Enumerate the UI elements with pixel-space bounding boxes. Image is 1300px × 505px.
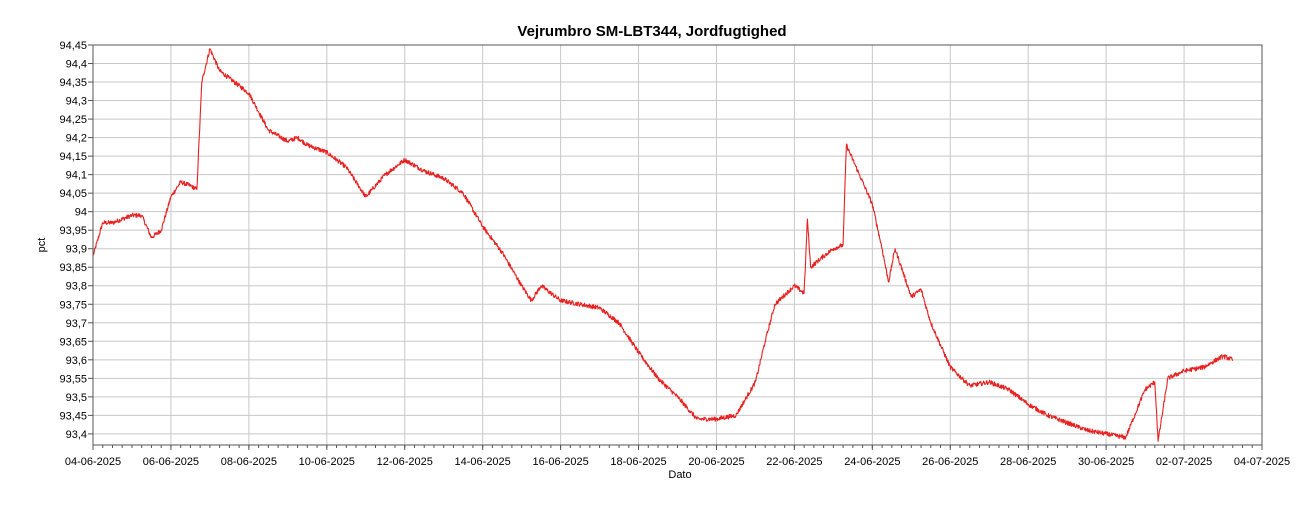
- x-tick-label: 12-06-2025: [377, 456, 433, 468]
- y-tick-label: 94,45: [59, 40, 87, 52]
- y-axis-label: pct: [36, 238, 48, 253]
- y-tick-label: 94,4: [66, 59, 87, 71]
- x-tick-label: 04-06-2025: [65, 456, 121, 468]
- y-tick-label: 94,1: [66, 170, 87, 182]
- x-tick-labels: 04-06-2025 06-06-2025 08-06-2025 10-06-2025…: [65, 456, 1290, 468]
- x-tick-label: 18-06-2025: [610, 456, 666, 468]
- y-tick-label: 94,25: [59, 114, 87, 126]
- y-tick-label: 94,15: [59, 151, 87, 163]
- y-tick-label: 93,55: [59, 373, 87, 385]
- y-tick-label: 93,85: [59, 262, 87, 274]
- y-tick-label: 94,05: [59, 188, 87, 200]
- y-tick-label: 94: [75, 207, 87, 219]
- y-tick-label: 93,7: [66, 318, 87, 330]
- y-tick-label: 93,6: [66, 355, 87, 367]
- x-tick-label: 16-06-2025: [532, 456, 588, 468]
- series-group: [92, 48, 1234, 442]
- x-axis-label: Dato: [668, 469, 691, 481]
- y-tick-label: 93,45: [59, 410, 87, 422]
- y-tick-label: 93,8: [66, 281, 87, 293]
- x-tick-label: 02-07-2025: [1156, 456, 1212, 468]
- y-tick-label: 93,95: [59, 225, 87, 237]
- chart-title: Vejrumbro SM-LBT344, Jordfugtighed: [517, 23, 786, 40]
- x-tick-label: 08-06-2025: [221, 456, 277, 468]
- grid: [92, 44, 1263, 445]
- y-tick-label: 93,5: [66, 392, 87, 404]
- x-tick-label: 06-06-2025: [143, 456, 199, 468]
- x-tick-label: 28-06-2025: [1000, 456, 1056, 468]
- x-tick-label: 26-06-2025: [922, 456, 978, 468]
- y-tick-label: 93,75: [59, 299, 87, 311]
- x-tick-label: 30-06-2025: [1078, 456, 1134, 468]
- x-tick-label: 14-06-2025: [455, 456, 511, 468]
- x-tick-label: 24-06-2025: [844, 456, 900, 468]
- x-tick-label: 04-07-2025: [1234, 456, 1290, 468]
- y-tick-label: 94,35: [59, 77, 87, 89]
- y-tick-label: 93,9: [66, 244, 87, 256]
- x-tick-label: 10-06-2025: [299, 456, 355, 468]
- y-tick-labels: 93,4 93,45 93,5 93,55 93,6 93,65 93,7 93,75 93,8…: [59, 40, 87, 441]
- plot-frame: [92, 44, 1263, 446]
- y-tick-label: 94,3: [66, 96, 87, 108]
- series-line: [92, 48, 1234, 442]
- x-tick-label: 22-06-2025: [766, 456, 822, 468]
- axis-ticks: [88, 44, 1263, 450]
- y-tick-label: 93,4: [66, 429, 87, 441]
- x-tick-label: 20-06-2025: [688, 456, 744, 468]
- y-tick-label: 94,2: [66, 133, 87, 145]
- y-tick-label: 93,65: [59, 336, 87, 348]
